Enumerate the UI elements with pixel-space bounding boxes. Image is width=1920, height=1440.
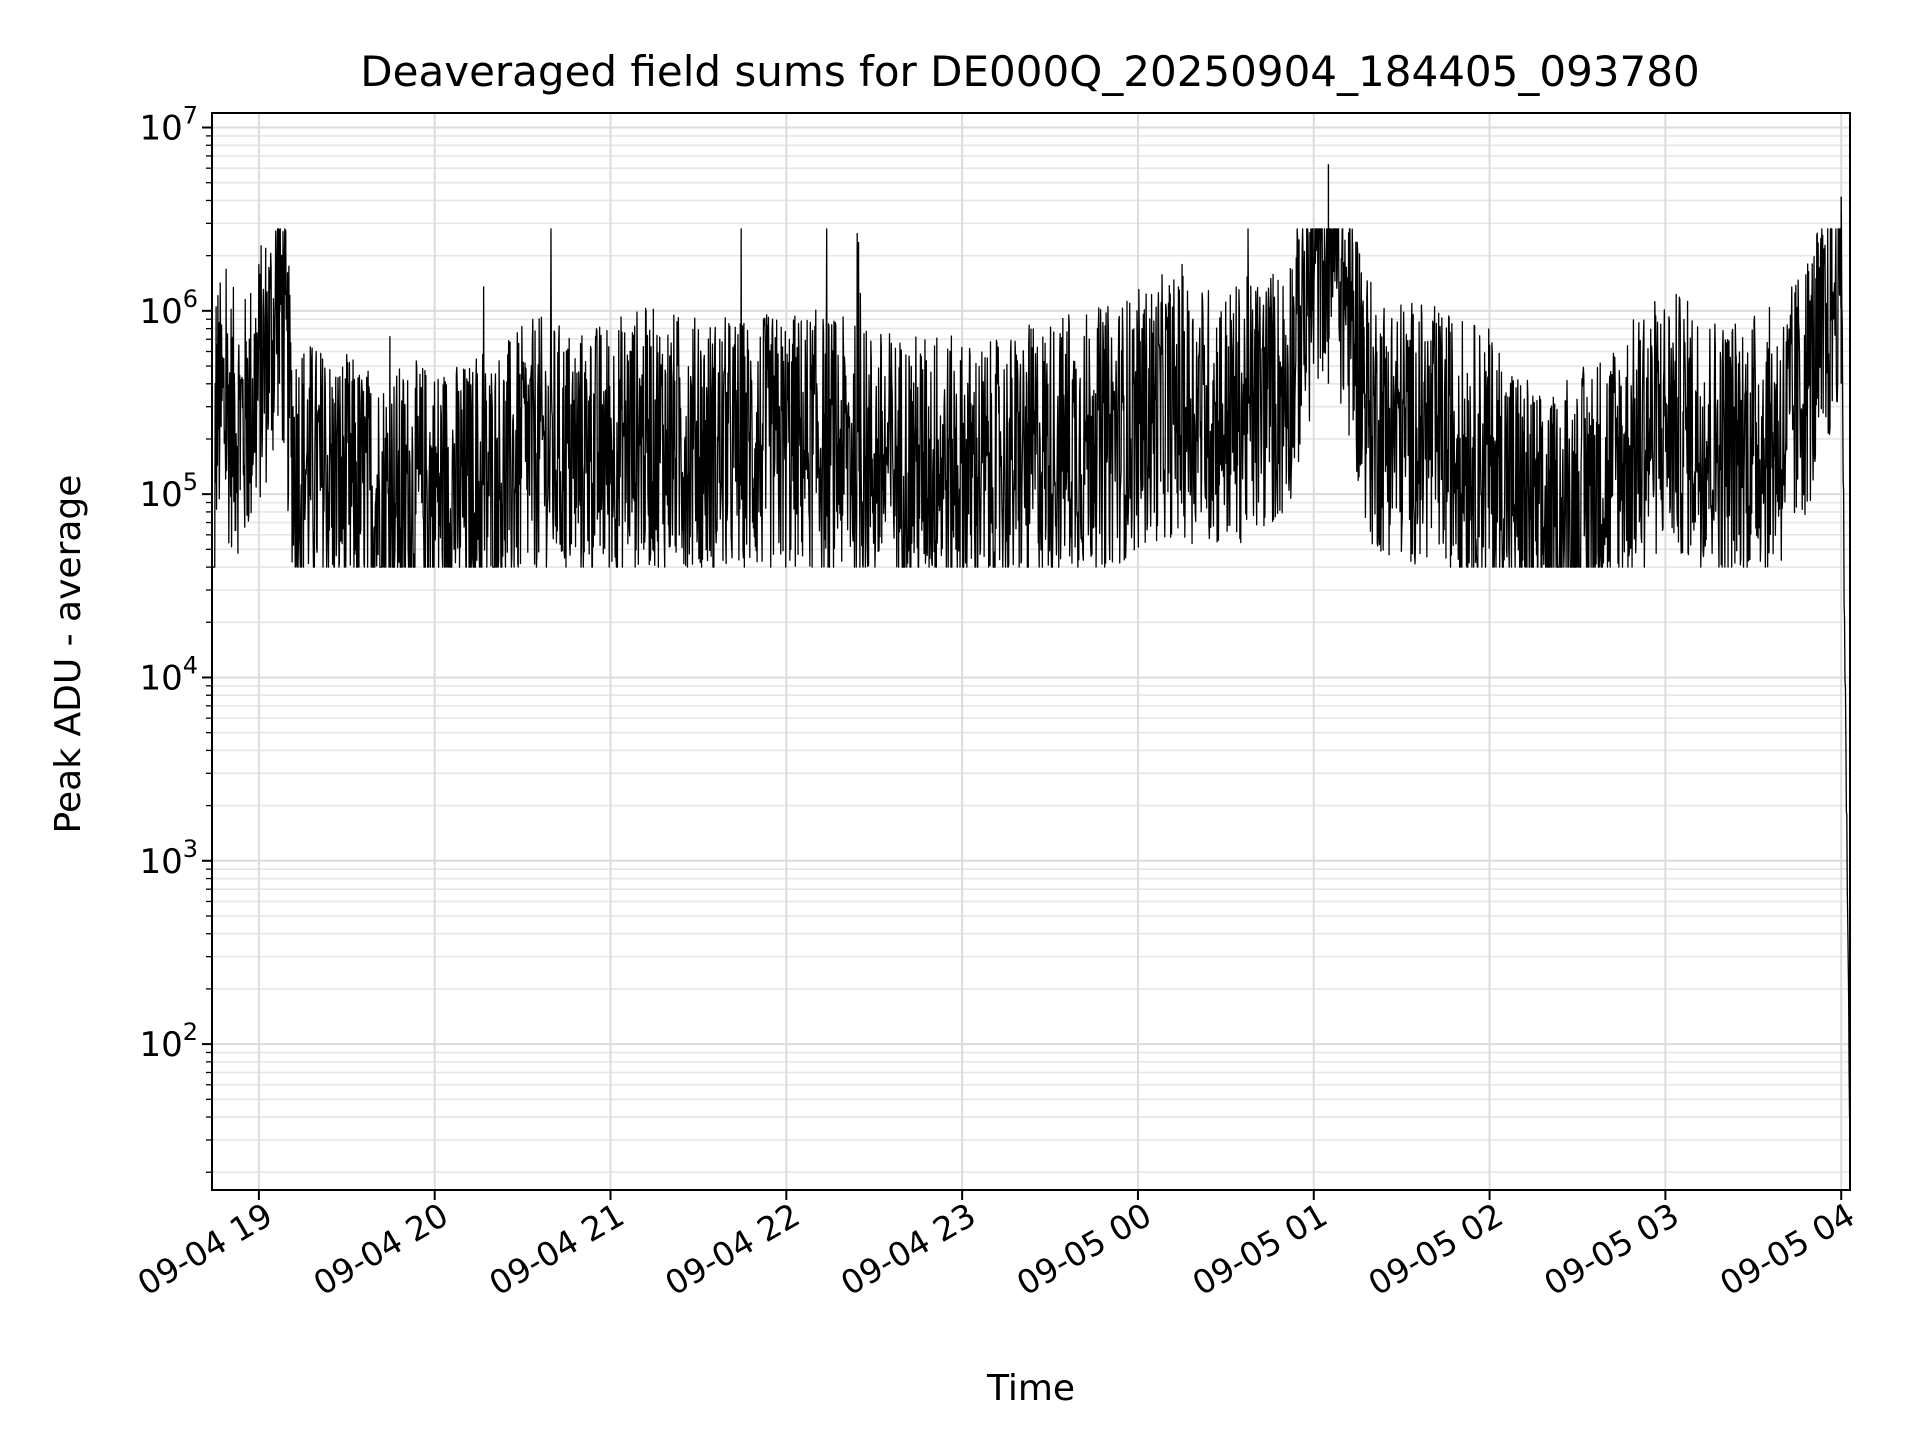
series-line — [211, 214, 1851, 1120]
x-axis-label: Time — [986, 1368, 1075, 1409]
y-tick-label: 102 — [139, 1018, 198, 1065]
plot-area — [211, 164, 1851, 1120]
y-tick-label: 107 — [139, 102, 198, 149]
chart-title: Deaveraged field sums for DE000Q_2025090… — [360, 47, 1699, 96]
y-tick-label: 103 — [139, 835, 198, 882]
y-tick-label: 106 — [139, 285, 198, 332]
y-tick-label: 105 — [139, 468, 198, 515]
plot-frame — [211, 112, 1851, 1191]
y-tick-label: 104 — [139, 651, 198, 698]
y-axis-label: Peak ADU - average — [48, 475, 89, 834]
